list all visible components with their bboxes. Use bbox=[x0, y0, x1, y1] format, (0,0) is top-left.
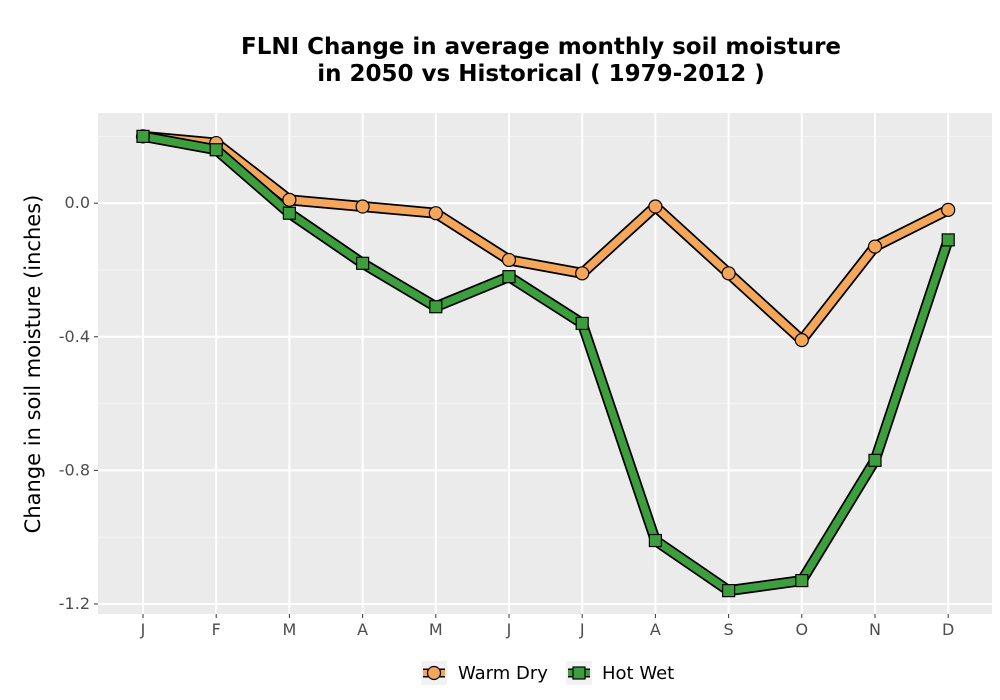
legend-label: Hot Wet bbox=[602, 663, 674, 684]
x-tick-label: M bbox=[429, 620, 443, 639]
data-point bbox=[575, 316, 589, 331]
data-point bbox=[721, 584, 736, 598]
plot-panel bbox=[98, 113, 992, 614]
x-tick-label: J bbox=[506, 620, 512, 639]
data-point bbox=[136, 129, 150, 143]
data-point bbox=[648, 533, 663, 548]
data-point bbox=[356, 256, 370, 270]
x-tick-label: A bbox=[357, 620, 368, 639]
legend-label: Warm Dry bbox=[458, 663, 548, 684]
data-point bbox=[867, 239, 883, 254]
data-point bbox=[941, 202, 956, 217]
data-point bbox=[941, 233, 955, 247]
y-tick-label: -1.2 bbox=[59, 594, 90, 613]
y-tick-label: -0.4 bbox=[59, 327, 90, 346]
legend-marker bbox=[426, 665, 442, 681]
data-point bbox=[355, 199, 370, 214]
y-tick-label: 0.0 bbox=[65, 193, 90, 212]
chart-title-line-1: FLNI Change in average monthly soil mois… bbox=[241, 34, 841, 60]
series-line bbox=[139, 132, 952, 595]
x-tick-label: J bbox=[140, 620, 146, 639]
x-tick-label: A bbox=[650, 620, 661, 639]
data-point bbox=[868, 453, 882, 467]
data-point bbox=[282, 192, 297, 207]
x-tick-label: F bbox=[212, 620, 221, 639]
x-tick-label: S bbox=[724, 620, 734, 639]
data-point bbox=[429, 300, 443, 314]
axes: 0.0 -0.4 -0.8 -1.2 J F M A M J J A S O N D bbox=[59, 193, 955, 639]
chart-title-line-2: in 2050 vs Historical ( 1979-2012 ) bbox=[317, 61, 764, 87]
data-point bbox=[502, 270, 516, 284]
x-tick-label: D bbox=[942, 620, 954, 639]
data-point bbox=[428, 206, 443, 221]
data-point bbox=[794, 333, 809, 348]
x-tick-label: J bbox=[579, 620, 585, 639]
data-point bbox=[648, 199, 663, 214]
x-tick-label: M bbox=[282, 620, 296, 639]
legend: Warm Dry Hot Wet bbox=[421, 661, 674, 685]
x-tick-label: O bbox=[796, 620, 809, 639]
data-point bbox=[501, 252, 517, 268]
legend-marker bbox=[572, 666, 586, 680]
series-layer bbox=[135, 129, 956, 598]
series-line bbox=[139, 132, 952, 344]
data-point bbox=[209, 143, 223, 157]
data-point bbox=[795, 573, 809, 588]
y-axis-label: Change in soil moisture (inches) bbox=[21, 195, 45, 534]
data-point bbox=[721, 266, 736, 281]
data-point bbox=[575, 266, 590, 281]
data-point bbox=[282, 206, 296, 220]
x-tick-label: N bbox=[869, 620, 881, 639]
y-tick-label: -0.8 bbox=[59, 460, 90, 479]
